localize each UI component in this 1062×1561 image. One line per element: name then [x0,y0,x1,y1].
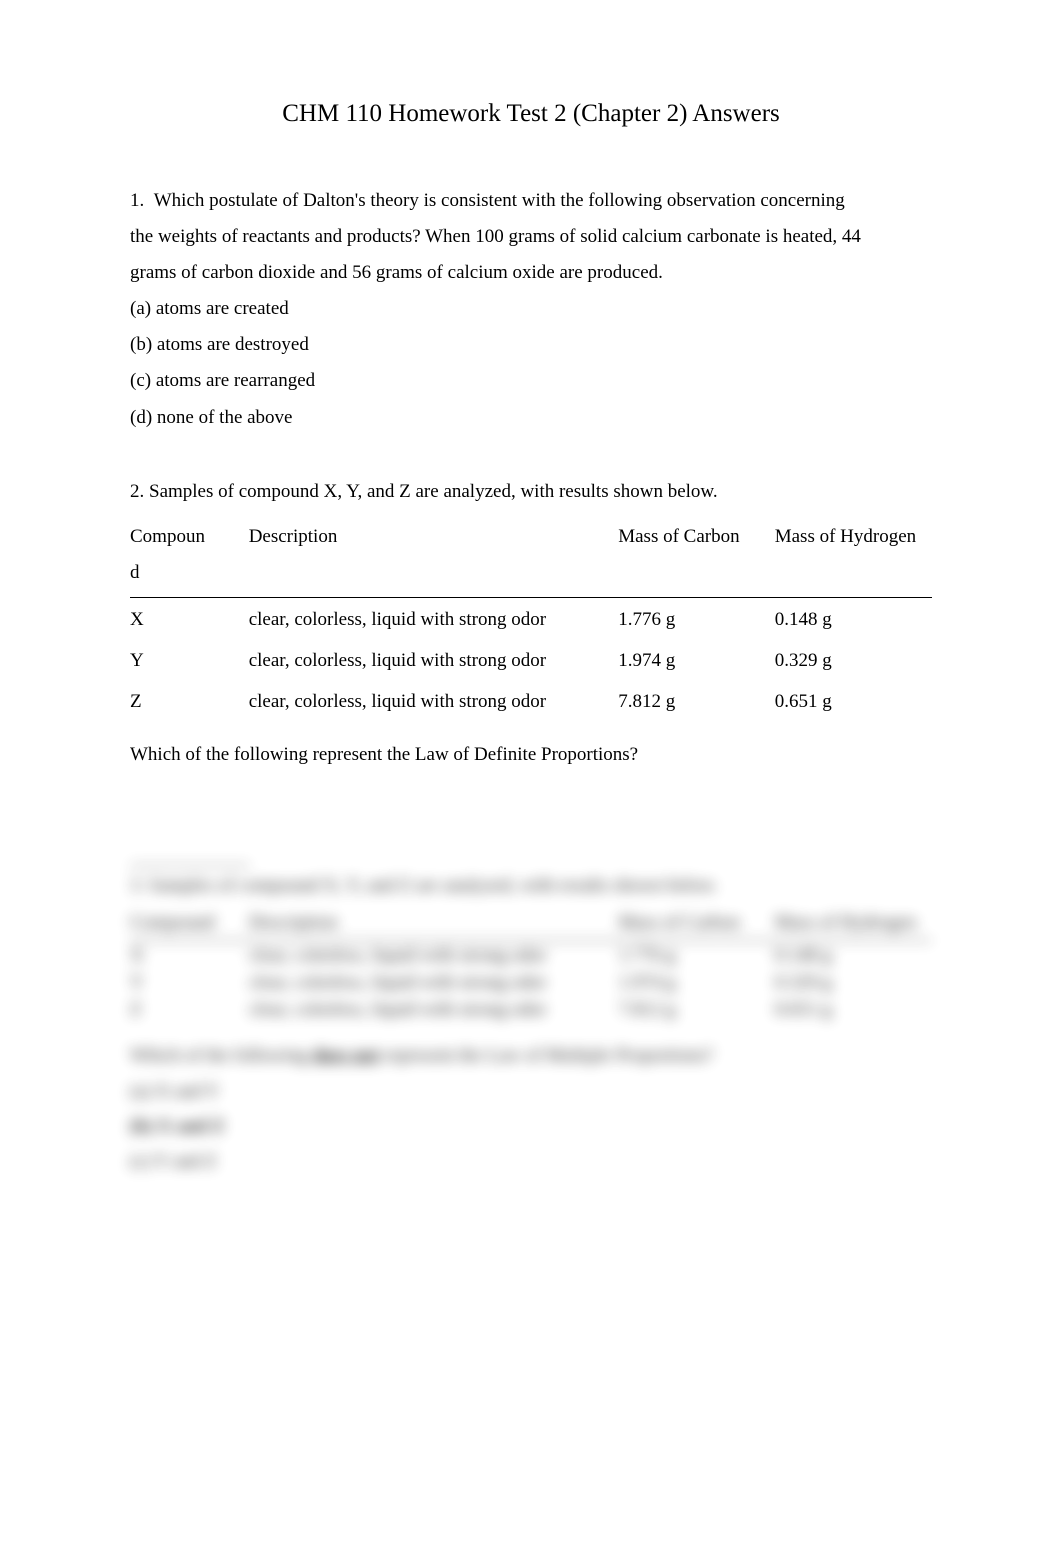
q2-cell: clear, colorless, liquid with strong odo… [249,597,619,639]
q2-cell: 7.812 g [618,680,775,721]
q1-line2: the weights of reactants and products? W… [130,219,932,255]
q3-option-a: (a) X and Y [130,1074,932,1109]
question-2: 2. Samples of compound X, Y, and Z are a… [130,474,932,774]
table-row: Y clear, colorless, liquid with strong o… [130,968,932,995]
q3-th-hydrogen: Mass of Hydrogen [775,911,932,941]
q2-cell: 1.974 g [618,639,775,680]
q3-cell: 1.776 g [618,941,774,969]
q3-cell: 7.812 g [618,995,774,1022]
q3-option-b: (b) X and Z [130,1109,932,1144]
q2-table: Compoun d Description Mass of Carbon Mas… [130,518,932,721]
q3-cell: clear, colorless, liquid with strong odo… [249,941,618,969]
q3-cell: 0.148 g [775,941,932,969]
q3-th-desc: Description [249,911,618,941]
q1-line1: 1. Which postulate of Dalton's theory is… [130,183,932,219]
table-row: X clear, colorless, liquid with strong o… [130,941,932,969]
q3-cell: clear, colorless, liquid with strong odo… [249,968,618,995]
table-row: X clear, colorless, liquid with strong o… [130,597,932,639]
q3-cell: X [130,941,249,969]
q3-th-carbon: Mass of Carbon [618,911,774,941]
q3-cell: Z [130,995,249,1022]
spacer [130,801,932,861]
q3-prompt-post: represent the Law of Multiple Proportion… [380,1045,713,1066]
divider-line [130,865,250,866]
table-row: Z clear, colorless, liquid with strong o… [130,680,932,721]
q2-cell: X [130,597,249,639]
q2-cell: 0.148 g [775,597,932,639]
q2-intro-text: Samples of compound X, Y, and Z are anal… [149,481,718,502]
q2-cell: Y [130,639,249,680]
q1-option-c: (c) atoms are rearranged [130,363,932,399]
q2-th-hydrogen: Mass of Hydrogen [775,518,932,598]
question-1: 1. Which postulate of Dalton's theory is… [130,183,932,436]
q3-cell: clear, colorless, liquid with strong odo… [249,995,618,1022]
q2-intro: 2. Samples of compound X, Y, and Z are a… [130,474,932,510]
q3-option-c: (c) Y and Z [130,1144,932,1179]
page-title: CHM 110 Homework Test 2 (Chapter 2) Answ… [130,100,932,128]
q2-cell: 0.329 g [775,639,932,680]
blurred-content: 3. Samples of compound X, Y, and Z are a… [130,865,932,1179]
q3-table: Compound Description Mass of Carbon Mass… [130,911,932,1022]
q3-cell: 1.974 g [618,968,774,995]
q2-cell: 0.651 g [775,680,932,721]
q1-option-a: (a) atoms are created [130,291,932,327]
q2-th-compound-l1: Compoun [130,526,205,547]
q3-prompt-pre: Which of the following [130,1045,313,1066]
q2-cell: Z [130,680,249,721]
table-row: Z clear, colorless, liquid with strong o… [130,995,932,1022]
q3-intro: 3. Samples of compound X, Y, and Z are a… [130,868,932,903]
q2-cell: 1.776 g [618,597,775,639]
q1-line3: grams of carbon dioxide and 56 grams of … [130,255,932,291]
q3-cell: Y [130,968,249,995]
q2-prompt: Which of the following represent the Law… [130,737,932,773]
q3-cell: 0.651 g [775,995,932,1022]
q1-number: 1. [130,190,144,211]
q3-cell: 0.329 g [775,968,932,995]
q3-th-compound: Compound [130,911,249,941]
q2-th-desc: Description [249,518,619,598]
q3-prompt: Which of the following does not represen… [130,1038,932,1073]
q1-text-l1: Which postulate of Dalton's theory is co… [154,190,845,211]
q2-number: 2. [130,481,144,502]
q1-option-d: (d) none of the above [130,400,932,436]
q2-th-carbon: Mass of Carbon [618,518,775,598]
table-row: Y clear, colorless, liquid with strong o… [130,639,932,680]
q2-cell: clear, colorless, liquid with strong odo… [249,680,619,721]
q3-prompt-bold: does not [313,1045,380,1066]
q2-cell: clear, colorless, liquid with strong odo… [249,639,619,680]
q2-th-compound-l2: d [130,562,140,583]
q1-option-b: (b) atoms are destroyed [130,327,932,363]
q2-th-compound: Compoun d [130,518,249,598]
